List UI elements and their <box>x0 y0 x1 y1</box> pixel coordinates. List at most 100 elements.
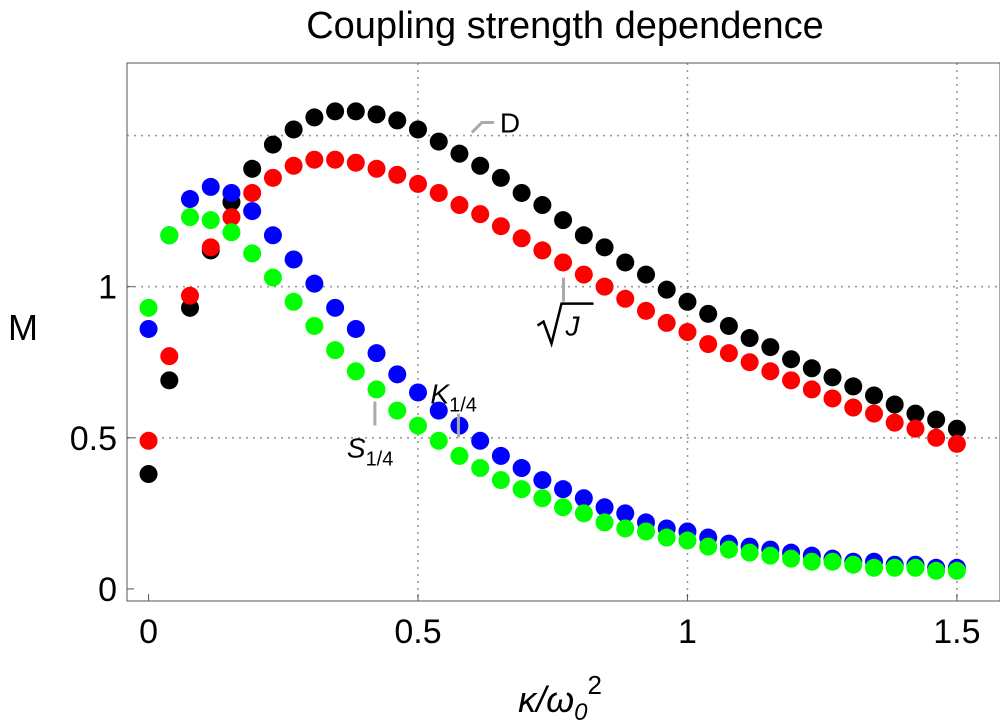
y-axis-label: M <box>8 307 38 348</box>
data-point <box>906 419 925 438</box>
data-point <box>263 226 282 245</box>
data-point <box>326 298 345 317</box>
annotation-s: S1/4 <box>347 401 394 471</box>
data-point <box>657 528 676 547</box>
data-point <box>947 561 966 580</box>
data-point <box>782 549 801 568</box>
data-point <box>761 362 780 381</box>
data-point <box>947 434 966 453</box>
data-point <box>719 316 738 335</box>
data-point <box>554 253 573 272</box>
sqrt-sign <box>536 302 594 348</box>
annotation-leader <box>470 121 494 134</box>
annotation-subscript: 1/4 <box>449 395 477 417</box>
data-point <box>512 459 531 478</box>
data-point <box>491 168 510 187</box>
data-point <box>823 368 842 387</box>
data-point <box>865 386 884 405</box>
axis-ticks: 0 0.5 1 1.5 0 0.5 1 <box>70 269 981 651</box>
data-point <box>471 205 490 224</box>
data-point <box>180 286 199 305</box>
data-point <box>388 401 407 420</box>
data-point <box>885 558 904 577</box>
data-point <box>865 404 884 423</box>
data-point <box>616 519 635 538</box>
data-point <box>554 480 573 499</box>
data-point <box>885 413 904 432</box>
data-point <box>782 371 801 390</box>
x-axis-label-sub: 0 <box>574 699 588 720</box>
data-point <box>180 190 199 209</box>
data-point <box>160 371 179 390</box>
data-point <box>595 238 614 257</box>
data-point <box>139 431 158 450</box>
data-point <box>678 292 697 311</box>
x-tick-label: 0.5 <box>394 613 441 651</box>
data-point <box>388 365 407 384</box>
data-point <box>243 244 262 263</box>
data-point <box>284 250 303 269</box>
data-point <box>367 344 386 363</box>
data-point <box>927 428 946 447</box>
data-point <box>927 561 946 580</box>
data-point <box>947 419 966 438</box>
data-point <box>616 504 635 523</box>
data-point <box>367 105 386 124</box>
data-point <box>554 211 573 230</box>
data-point <box>885 395 904 414</box>
data-point <box>574 504 593 523</box>
data-point <box>802 552 821 571</box>
data-point <box>533 196 552 215</box>
data-points <box>139 102 966 580</box>
data-point <box>160 226 179 245</box>
x-tick-label: 0 <box>139 613 158 651</box>
data-point <box>699 335 718 354</box>
data-point <box>865 558 884 577</box>
data-point <box>346 319 365 338</box>
data-point <box>326 102 345 121</box>
data-point <box>761 546 780 565</box>
data-point <box>761 338 780 357</box>
data-point <box>906 404 925 423</box>
data-point <box>160 347 179 366</box>
data-point <box>139 298 158 317</box>
data-point <box>844 377 863 396</box>
data-point <box>616 289 635 308</box>
data-point <box>927 410 946 429</box>
data-point <box>180 208 199 227</box>
data-point <box>595 498 614 517</box>
data-point <box>201 238 220 257</box>
data-point <box>139 465 158 484</box>
data-point <box>740 329 759 348</box>
data-point <box>367 380 386 399</box>
data-point <box>491 471 510 490</box>
data-point <box>471 156 490 175</box>
data-point <box>719 540 738 559</box>
data-point <box>574 489 593 508</box>
data-point <box>243 183 262 202</box>
data-point <box>802 359 821 378</box>
data-point <box>512 183 531 202</box>
data-point <box>346 102 365 121</box>
chart-title: Coupling strength dependence <box>306 5 824 47</box>
y-tick-label: 0.5 <box>70 420 117 458</box>
data-point <box>637 522 656 541</box>
data-point <box>409 174 427 193</box>
x-axis-label-sup: 2 <box>587 670 601 700</box>
data-point <box>533 471 552 490</box>
data-point <box>201 177 220 196</box>
data-point <box>533 489 552 508</box>
data-point <box>305 150 324 169</box>
data-point <box>823 552 842 571</box>
data-point <box>284 120 303 139</box>
data-point <box>326 341 345 360</box>
data-point <box>719 344 738 363</box>
data-point <box>844 555 863 574</box>
x-tick-label: 1.5 <box>933 613 980 651</box>
data-point <box>595 277 614 296</box>
x-axis-label: κ/ω02 <box>518 670 602 720</box>
data-point <box>740 353 759 372</box>
data-point <box>222 223 241 242</box>
y-tick-label: 0 <box>98 571 117 609</box>
annotation-subscript: 1/4 <box>366 449 394 471</box>
